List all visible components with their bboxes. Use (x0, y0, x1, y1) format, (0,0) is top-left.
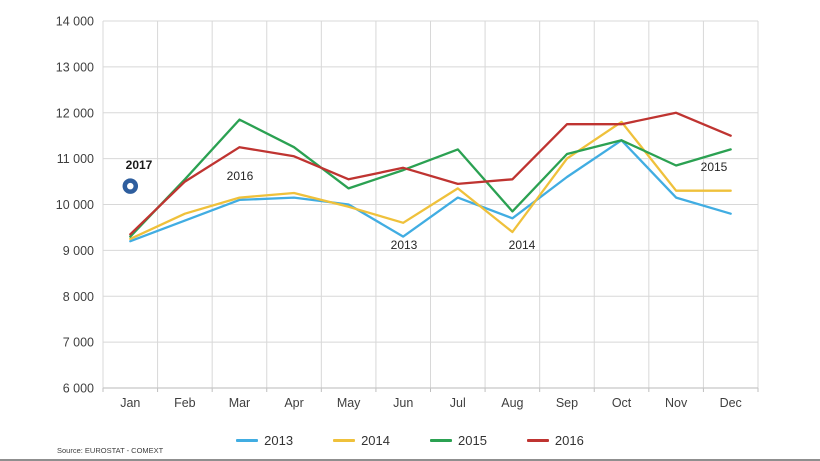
legend-item-2014: 2014 (333, 433, 390, 448)
x-axis: Jan Feb Mar Apr May Jun Jul Aug Sep Oct Nov Dec (120, 396, 742, 410)
x-tick-label: Aug (501, 396, 523, 410)
series-line-2016 (129, 111, 732, 236)
legend-swatch-2014 (333, 438, 356, 442)
x-tick-label: Sep (556, 396, 578, 410)
series-line-2015 (129, 118, 732, 238)
annotation-2014: 2014 (508, 238, 536, 252)
x-tick-label: Dec (720, 396, 742, 410)
legend-swatch-2015 (430, 438, 452, 442)
x-tick-label: Jan (120, 396, 140, 410)
x-tick-label: Feb (174, 396, 196, 410)
legend-label-2016: 2016 (554, 432, 584, 448)
chart-legend: 2013 2014 2015 2016 (0, 429, 820, 451)
y-tick-label: 14 000 (56, 15, 94, 29)
series-line-2013 (129, 139, 732, 243)
x-tick-label: Oct (612, 396, 632, 410)
x-tick-label: Nov (665, 396, 688, 410)
legend-item-2013: 2013 (236, 433, 293, 448)
annotation-2015: 2015 (700, 160, 728, 174)
legend-swatch-2016 (526, 438, 549, 442)
x-tick-label: Mar (229, 396, 251, 410)
line-chart: 6 000 7 000 8 000 9 000 10 000 11 000 12 000 13… (56, 15, 759, 410)
y-tick-label: 13 000 (56, 60, 94, 74)
legend-item-2016: 2016 (526, 432, 584, 448)
annotation-2013: 2013 (390, 238, 418, 252)
x-tick-label: Jul (450, 396, 466, 410)
legend-label-2015: 2015 (458, 432, 487, 448)
x-tick-label: Jun (393, 396, 413, 410)
y-tick-label: 12 000 (56, 106, 94, 120)
annotation-2016: 2016 (226, 169, 254, 183)
legend-item-2015: 2015 (430, 433, 487, 448)
legend-label-2013: 2013 (264, 432, 294, 448)
y-tick-label: 8 000 (63, 290, 94, 304)
y-tick-label: 9 000 (63, 244, 94, 258)
legend-label-2014: 2014 (361, 432, 390, 448)
series-line-2014 (129, 120, 732, 241)
point-2017 (122, 178, 139, 194)
y-tick-label: 10 000 (56, 198, 94, 212)
annotation-2017: 2017 (125, 158, 153, 172)
y-tick-label: 6 000 (63, 382, 94, 396)
legend-swatch-2013 (236, 438, 259, 442)
source-note: Source: EUROSTAT - COMEXT (57, 446, 164, 455)
x-tick-label: Apr (284, 396, 303, 410)
y-tick-label: 7 000 (63, 336, 94, 350)
x-tick-label: May (337, 396, 361, 410)
y-axis: 6 000 7 000 8 000 9 000 10 000 11 000 12 000 13… (56, 15, 94, 396)
y-tick-label: 11 000 (57, 152, 94, 166)
